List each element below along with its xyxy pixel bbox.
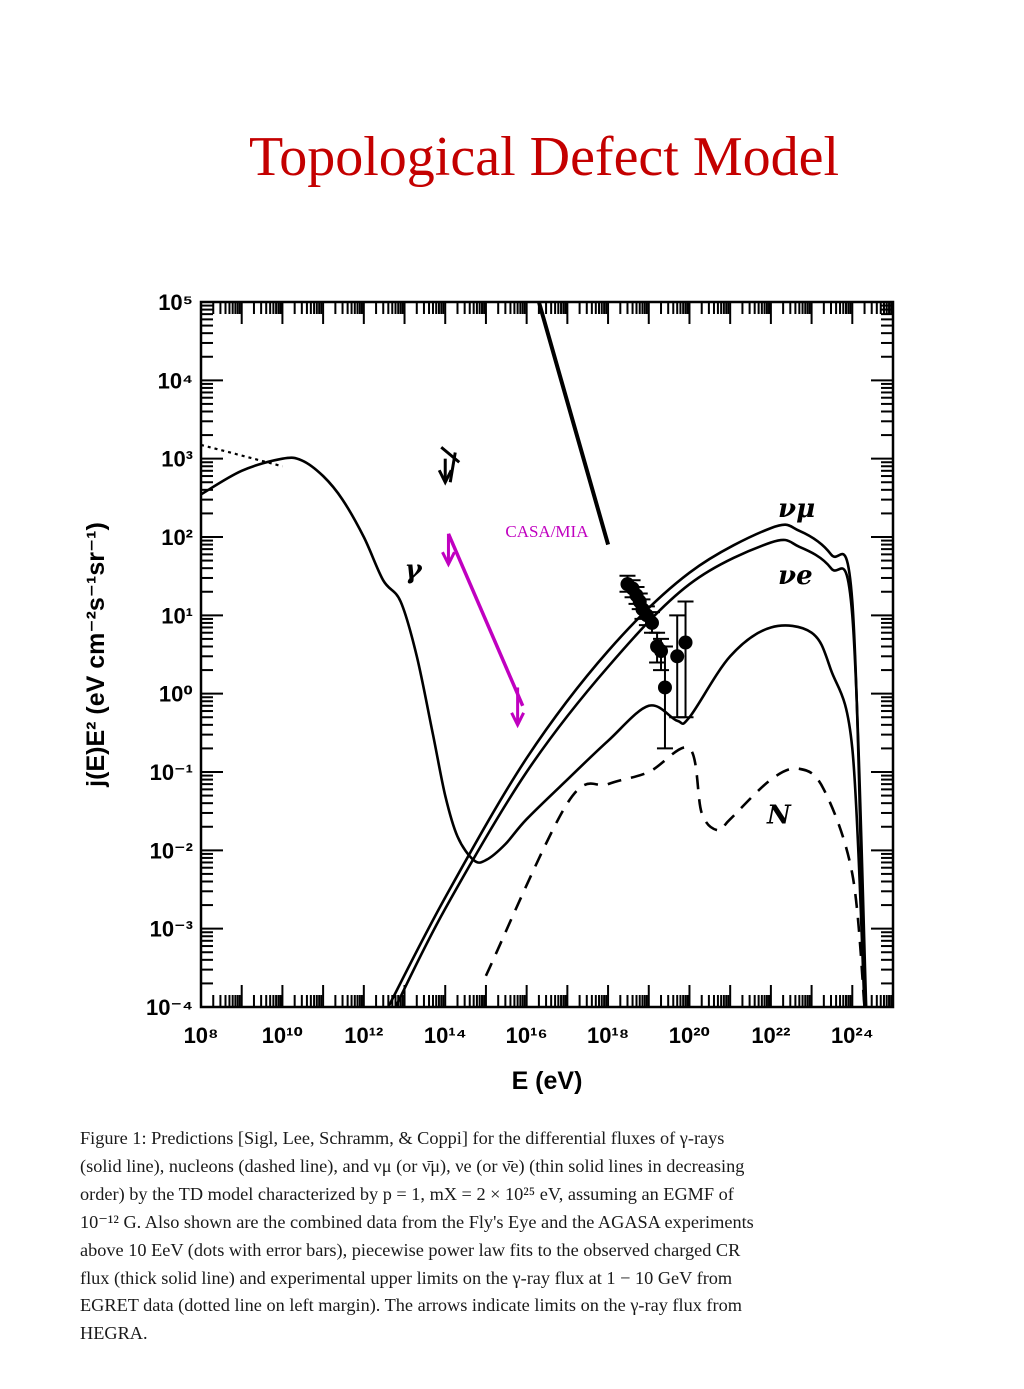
x-tick-label: 10¹⁸	[587, 1023, 629, 1048]
plot-frame	[199, 300, 895, 1009]
slide-title: Topological Defect Model	[248, 126, 840, 188]
caption-line: 10⁻¹² G. Also shown are the combined dat…	[80, 1211, 754, 1232]
limit-arrowhead	[441, 551, 456, 568]
series-line-dashed	[484, 745, 866, 1008]
series-line-solid	[394, 538, 868, 1008]
x-tick-label: 10¹⁴	[424, 1023, 467, 1048]
y-tick-label: 10¹	[161, 603, 193, 628]
x-tick-label: 10⁸	[184, 1023, 219, 1048]
limit-arrowhead	[510, 712, 525, 729]
x-tick-label: 10¹⁶	[506, 1023, 548, 1048]
caption-line: Figure 1: Predictions [Sigl, Lee, Schram…	[80, 1128, 725, 1148]
curve-label: νμ	[778, 494, 815, 524]
x-tick-label: 10¹²	[344, 1023, 383, 1048]
x-tick-label: 10¹⁰	[262, 1023, 303, 1048]
x-tick-label: 10²²	[751, 1023, 790, 1048]
caption-line: EGRET data (dotted line on left margin).…	[80, 1295, 742, 1316]
y-tick-label: 10⁻¹	[150, 760, 193, 785]
series-line-thick	[536, 301, 611, 546]
caption-line: (solid line), nucleons (dashed line), an…	[80, 1155, 745, 1176]
x-tick-label: 10²⁰	[669, 1023, 710, 1048]
x-axis-title: E (eV)	[512, 1067, 583, 1095]
series-line-dotted	[200, 443, 283, 468]
caption-line: order) by the TD model characterized by …	[80, 1183, 734, 1204]
casa-mia-label: CASA/MIA	[505, 522, 589, 541]
y-tick-label: 10⁴	[158, 368, 193, 393]
curve-label: γ	[405, 555, 424, 585]
data-point	[670, 649, 685, 664]
y-tick-label: 10²	[161, 525, 193, 550]
series-line-solid	[200, 456, 866, 1008]
limit-bar	[440, 446, 461, 464]
x-tick-label: 10²⁴	[831, 1023, 874, 1048]
data-point	[657, 680, 672, 695]
flux-chart: 10⁸ 10¹⁰ 10¹² 10¹⁴ 10¹⁶ 10¹⁸ 10²⁰ 10²² 10²⁴ 10⁻⁴ 1…	[82, 290, 895, 1095]
caption-line: above 10 EeV (dots with error bars), pie…	[80, 1239, 741, 1260]
y-axis-title: j(E)E² (eV cm⁻²s⁻¹sr⁻¹)	[82, 522, 110, 788]
y-tick-label: 10⁵	[158, 290, 193, 315]
y-tick-label: 10⁰	[159, 682, 193, 707]
casa-mia-limit-line	[446, 533, 525, 707]
figure-caption: Figure 1: Predictions [Sigl, Lee, Schram…	[80, 1125, 970, 1348]
y-tick-label: 10⁻³	[150, 917, 193, 942]
data-point	[644, 615, 659, 630]
curve-label: N	[766, 801, 792, 831]
caption-line: HEGRA.	[80, 1323, 148, 1344]
data-point	[678, 635, 693, 650]
caption-line: flux (thick solid line) and experimental…	[80, 1267, 733, 1288]
y-tick-label: 10⁻⁴	[146, 995, 193, 1020]
y-tick-label: 10³	[161, 447, 193, 472]
curve-label: νe	[778, 561, 813, 591]
limit-arrowhead	[437, 469, 453, 486]
y-tick-label: 10⁻²	[150, 838, 193, 863]
